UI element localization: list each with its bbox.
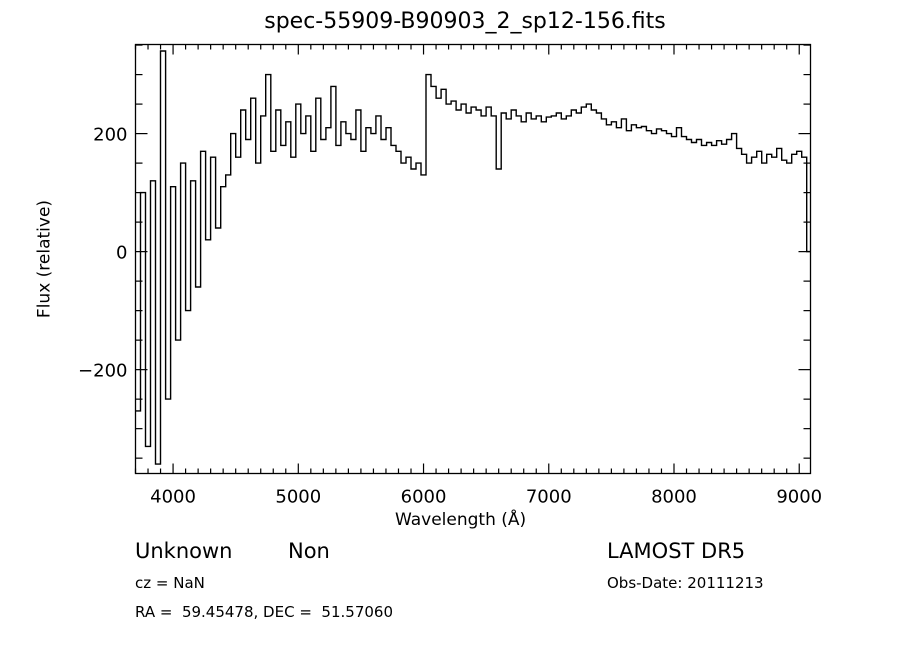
- y-tick-label: −200: [78, 361, 127, 382]
- x-tick-label: 6000: [401, 487, 447, 508]
- chart-title: spec-55909-B90903_2_sp12-156.fits: [264, 9, 666, 34]
- tick-labels: 4000 5000 6000 7000 8000 9000 −200 0 200: [78, 125, 822, 508]
- y-axis-label: Flux (relative): [34, 199, 55, 319]
- y-tick-label: 0: [116, 243, 127, 264]
- x-tick-label: 7000: [526, 487, 572, 508]
- x-tick-label: 5000: [275, 487, 321, 508]
- coordinates: RA = 59.45478, DEC = 51.57060: [135, 603, 394, 621]
- axis-ticks: [134, 44, 811, 474]
- survey-name: LAMOST DR5: [607, 539, 746, 563]
- redshift-cz: cz = NaN: [135, 574, 205, 592]
- y-tick-label: 200: [93, 125, 127, 146]
- x-axis-label: Wavelength (Å): [395, 510, 527, 530]
- object-class: Unknown: [135, 539, 233, 563]
- series-line-flux: [135, 50, 811, 465]
- x-tick-label: 4000: [150, 487, 196, 508]
- plot-frame: [134, 43, 812, 475]
- obs-date: Obs-Date: 20111213: [607, 574, 764, 592]
- object-subclass: Non: [288, 539, 330, 563]
- x-tick-label: 9000: [776, 487, 822, 508]
- x-tick-label: 8000: [651, 487, 697, 508]
